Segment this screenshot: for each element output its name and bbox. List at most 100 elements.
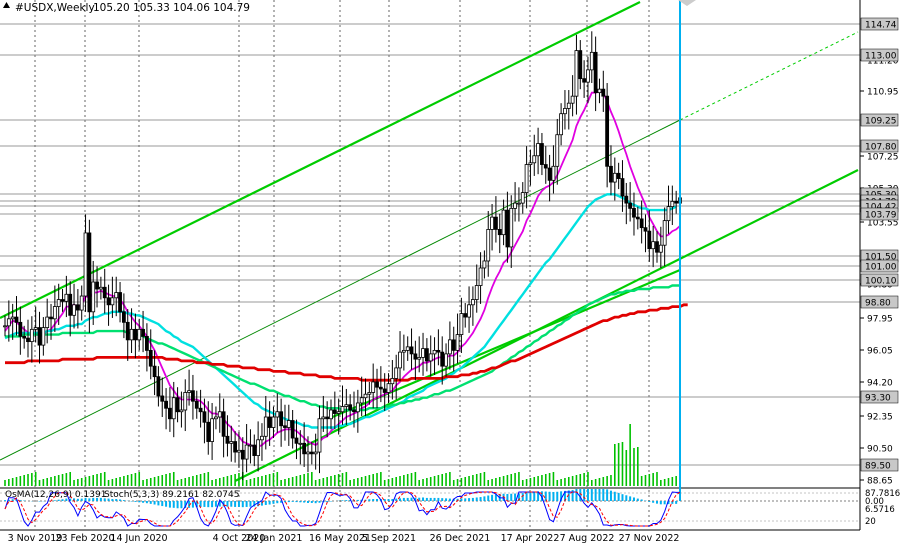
price-bar-body	[643, 227, 648, 232]
price-bar-body	[459, 313, 464, 336]
price-bar-body	[321, 416, 326, 420]
price-bar-body	[344, 404, 349, 407]
level-label: 101.00	[865, 263, 897, 273]
price-bar-body	[260, 435, 264, 441]
price-bar-body	[14, 316, 19, 323]
stoch-main-line	[4, 491, 680, 527]
price-bar-body	[152, 365, 157, 378]
price-bar-body	[6, 318, 11, 327]
indicator-tick-label: 6.5716	[865, 505, 895, 515]
triangle-icon	[3, 2, 10, 8]
price-bar-body	[532, 155, 537, 164]
level-label-box	[860, 273, 899, 287]
price-bar-body	[194, 400, 199, 409]
price-bar-body	[647, 230, 652, 250]
price-bar-body	[68, 293, 73, 316]
price-bar-body	[574, 50, 579, 97]
price-bar-body	[252, 444, 257, 456]
price-bar-body	[620, 178, 625, 197]
price-bar-body	[183, 392, 188, 411]
price-bar-body	[298, 442, 303, 445]
price-bar-body	[655, 241, 659, 253]
price-bar-body	[309, 451, 314, 455]
price-bar-body	[624, 195, 629, 204]
price-bar-body	[478, 267, 483, 286]
price-tick-label: 111.20	[867, 57, 899, 67]
price-bar-body	[263, 416, 268, 437]
price-bar-body	[214, 416, 218, 420]
stoch-label: Stoch(5,3,3) 89.2161 82.0745	[104, 490, 239, 500]
price-bar-body	[233, 441, 238, 453]
price-bar-body	[651, 241, 656, 250]
scroll-marker-icon	[678, 0, 696, 6]
time-tick-label: 17 Apr 2022	[501, 533, 560, 544]
price-bar-body	[417, 356, 422, 360]
price-bar-body	[283, 425, 287, 428]
price-bar-body	[275, 411, 280, 418]
price-bar-body	[375, 381, 379, 388]
price-bar-body	[421, 348, 425, 358]
price-bar-body	[37, 327, 42, 346]
price-bar-body	[490, 216, 494, 230]
price-bar-body	[191, 390, 195, 402]
price-bar-body	[605, 95, 610, 167]
price-bar-body	[517, 202, 521, 205]
price-bar-body	[29, 328, 34, 343]
price-bar-body	[210, 418, 215, 442]
price-bar-body	[145, 335, 149, 351]
price-bar-body	[524, 164, 529, 193]
price-bar-body	[3, 325, 7, 328]
price-bar-body	[547, 167, 552, 181]
price-bar-body	[428, 353, 433, 362]
price-bars	[3, 31, 682, 481]
price-bar-body	[41, 327, 46, 346]
level-label: 104.42	[865, 203, 897, 213]
price-bar-body	[639, 218, 644, 229]
time-tick-label: 24 Jan 2021	[246, 533, 303, 544]
price-bar-body	[563, 108, 567, 115]
price-bar-body	[336, 411, 341, 414]
price-bar-body	[386, 383, 391, 393]
price-bar-body	[670, 200, 675, 208]
price-bar-body	[279, 411, 284, 427]
level-label: 89.50	[865, 462, 891, 472]
level-label-box	[860, 139, 899, 153]
price-bar-body	[401, 349, 406, 353]
price-bar-body	[286, 420, 291, 428]
price-bar-body	[125, 321, 130, 341]
price-bar-body	[405, 346, 410, 351]
channel-mid-line	[0, 119, 681, 461]
price-bar-body	[440, 351, 445, 367]
price-bar-body	[18, 321, 23, 337]
price-bar-body	[540, 143, 544, 165]
price-bar-body	[248, 444, 253, 447]
level-label: 114.74	[865, 21, 897, 31]
price-bar-body	[198, 407, 203, 413]
price-bar-body	[175, 397, 180, 413]
price-bar-body	[168, 407, 172, 420]
price-tick-label: 90.50	[867, 445, 893, 455]
price-bar-body	[566, 102, 571, 109]
volume-bars	[4, 424, 681, 486]
price-bar-body	[26, 337, 30, 343]
price-bar-body	[83, 232, 88, 297]
price-bar-body	[91, 281, 96, 313]
price-bar-body	[206, 421, 211, 442]
price-bar-body	[601, 88, 606, 97]
price-bar-body	[244, 444, 249, 460]
price-bar-body	[133, 328, 138, 341]
price-bar-body	[118, 292, 122, 313]
price-bar-body	[371, 381, 376, 393]
price-bar-body	[137, 328, 142, 341]
level-label-box	[860, 295, 899, 309]
price-bar-body	[470, 299, 475, 306]
price-bar-body	[501, 209, 506, 236]
price-bar-body	[497, 229, 502, 236]
price-bar-body	[141, 328, 145, 337]
price-bar-body	[589, 51, 594, 71]
price-bar-body	[505, 209, 510, 248]
price-bar-body	[352, 409, 356, 413]
price-bar-body	[509, 207, 514, 248]
